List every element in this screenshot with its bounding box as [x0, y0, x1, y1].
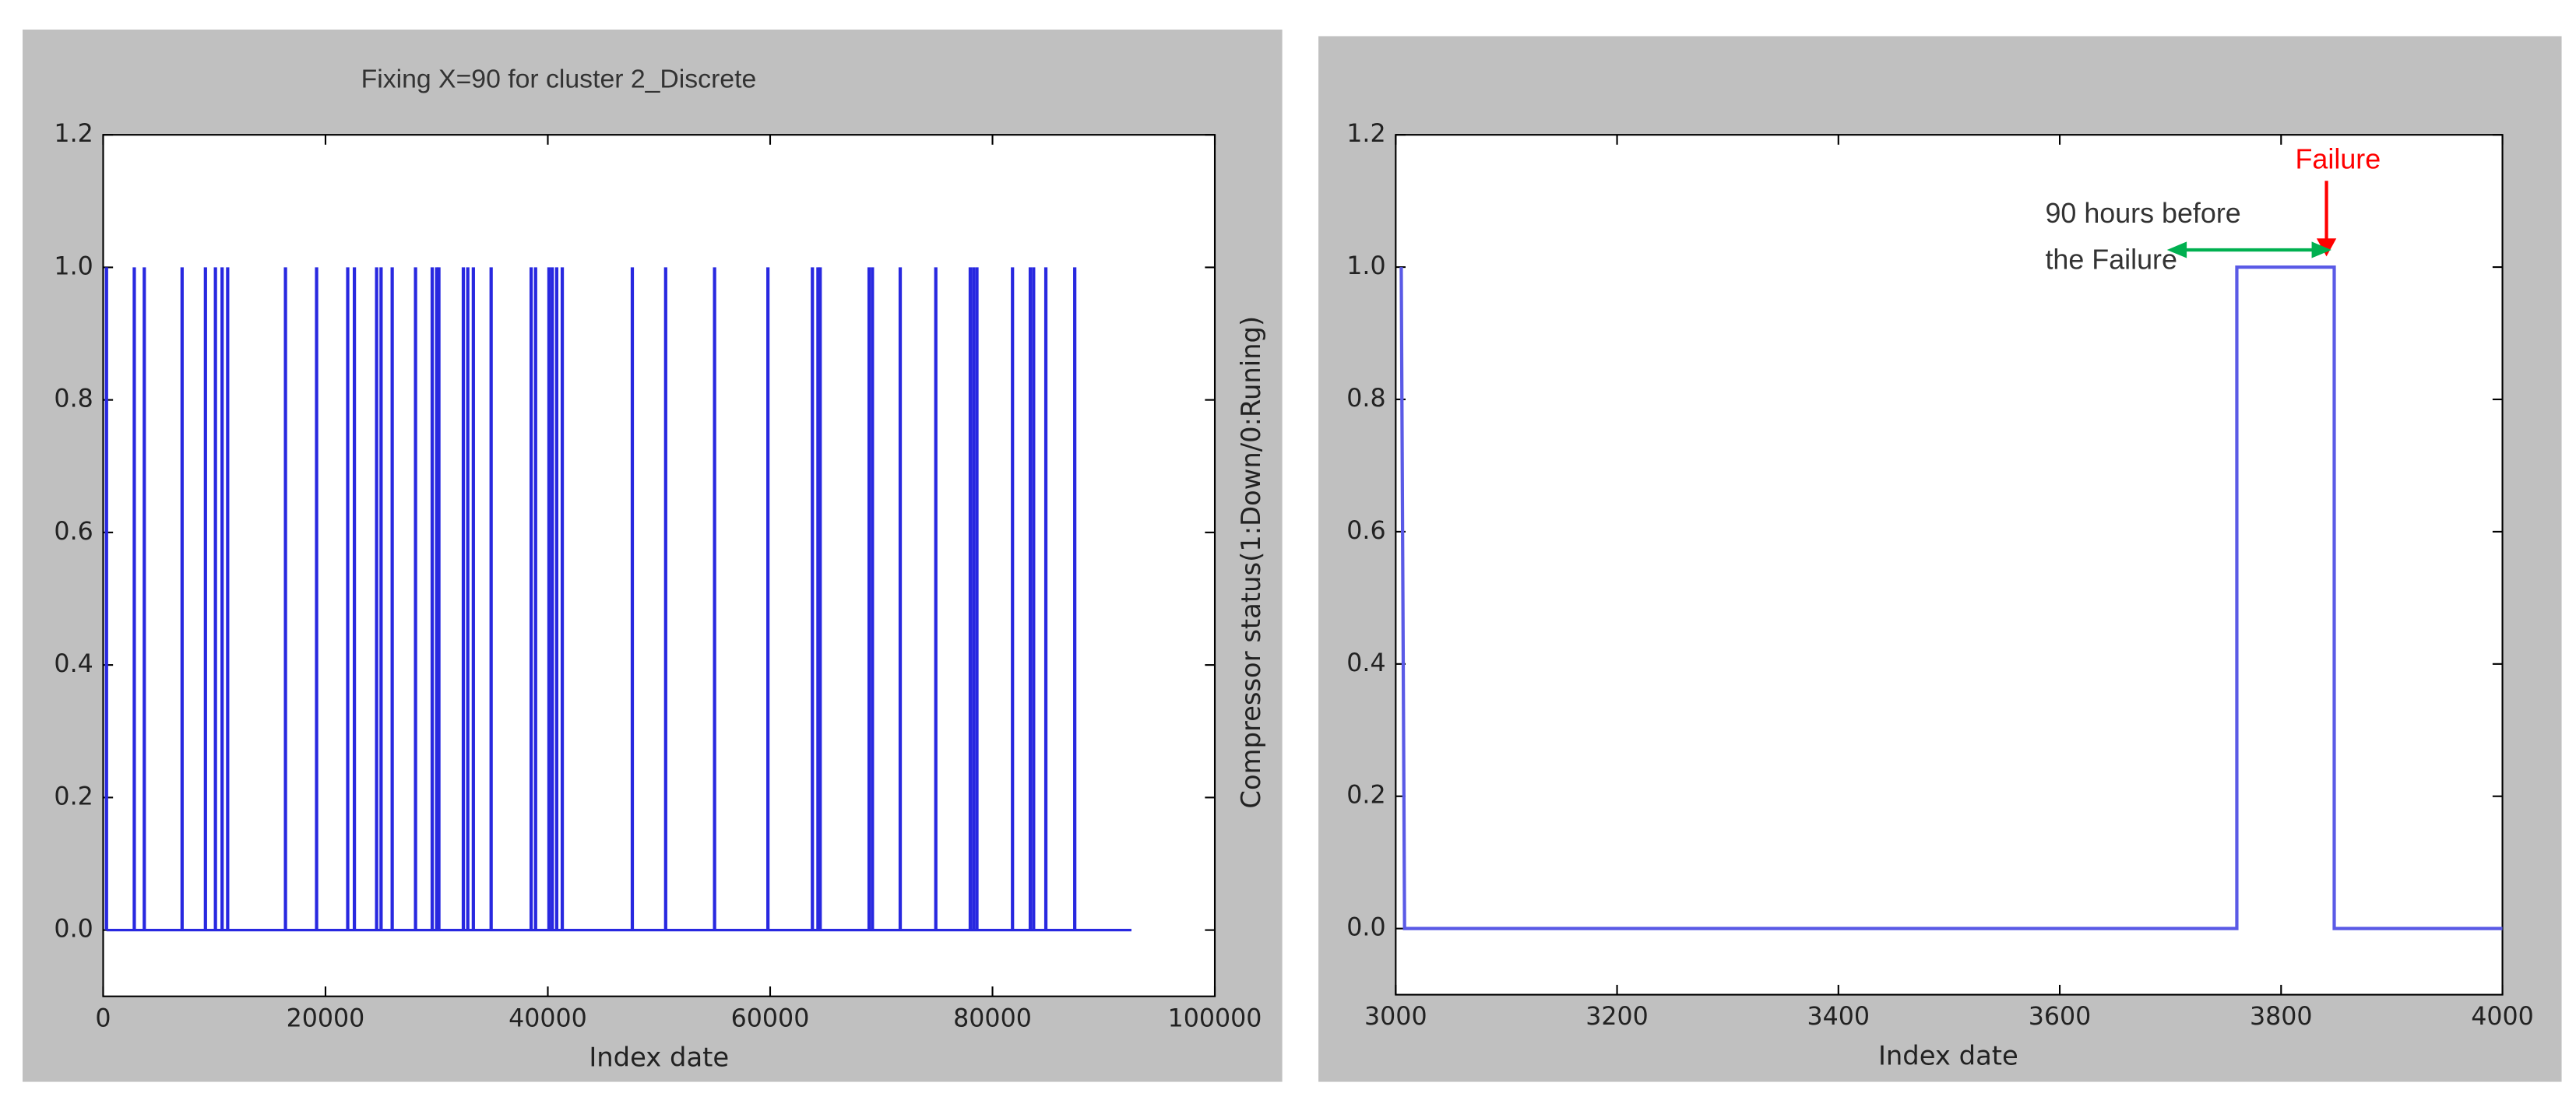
y-tick-label: 0.6 — [1346, 517, 1385, 545]
x-tick-label: 40000 — [509, 1004, 587, 1032]
x-axis-label: Index date — [1878, 1040, 2018, 1071]
x-tick-label: 3200 — [1585, 1003, 1649, 1031]
data-line — [1399, 265, 2503, 930]
x-tick-label: 4000 — [2471, 1003, 2534, 1031]
y-tick-label: 0.0 — [1346, 914, 1385, 942]
arrow-head — [2311, 241, 2331, 258]
y-tick-label: 1.2 — [1346, 120, 1385, 148]
y-tick-label: 0.2 — [54, 782, 93, 810]
y-tick-label: 1.2 — [54, 120, 93, 148]
annotation: the Failure — [2045, 244, 2177, 275]
x-tick-label: 3600 — [2029, 1003, 2092, 1031]
y-tick-label: 0.0 — [54, 916, 93, 944]
y-tick-label: 0.8 — [54, 385, 93, 413]
x-tick-label: 20000 — [287, 1004, 365, 1032]
annotation: Failure — [2296, 143, 2381, 174]
x-tick-label: 0 — [95, 1004, 111, 1032]
y-tick-label: 0.8 — [1346, 385, 1385, 413]
x-axis-label: Index date — [589, 1042, 729, 1072]
annotation: 90 hours before — [2045, 198, 2240, 229]
failure-arrow — [2316, 181, 2337, 257]
x-tick-label: 60000 — [731, 1004, 810, 1032]
y-axis-label: Compressor status(1:Down/0:Runing) — [1236, 316, 1266, 809]
y-tick-label: 1.0 — [54, 252, 93, 280]
plot-area — [102, 134, 1216, 997]
y-tick-label: 0.6 — [54, 518, 93, 546]
x-tick-label: 3000 — [1364, 1003, 1427, 1031]
y-tick-label: 0.4 — [1346, 649, 1385, 677]
x-tick-label: 3800 — [2250, 1003, 2313, 1031]
chart-title: Fixing X=90 for cluster 2_Discrete — [361, 64, 757, 93]
x-tick-label: 80000 — [953, 1004, 1032, 1032]
arrow-head — [2316, 238, 2337, 257]
y-tick-label: 1.0 — [1346, 252, 1385, 280]
y-tick-label: 0.4 — [54, 650, 93, 678]
arrow-head — [2166, 241, 2187, 258]
x-tick-label: 3400 — [1807, 1003, 1870, 1031]
y-tick-label: 0.2 — [1346, 782, 1385, 810]
x-tick-label: 100000 — [1168, 1004, 1262, 1032]
plot-area — [1395, 134, 2504, 996]
span-arrow — [2166, 241, 2331, 258]
